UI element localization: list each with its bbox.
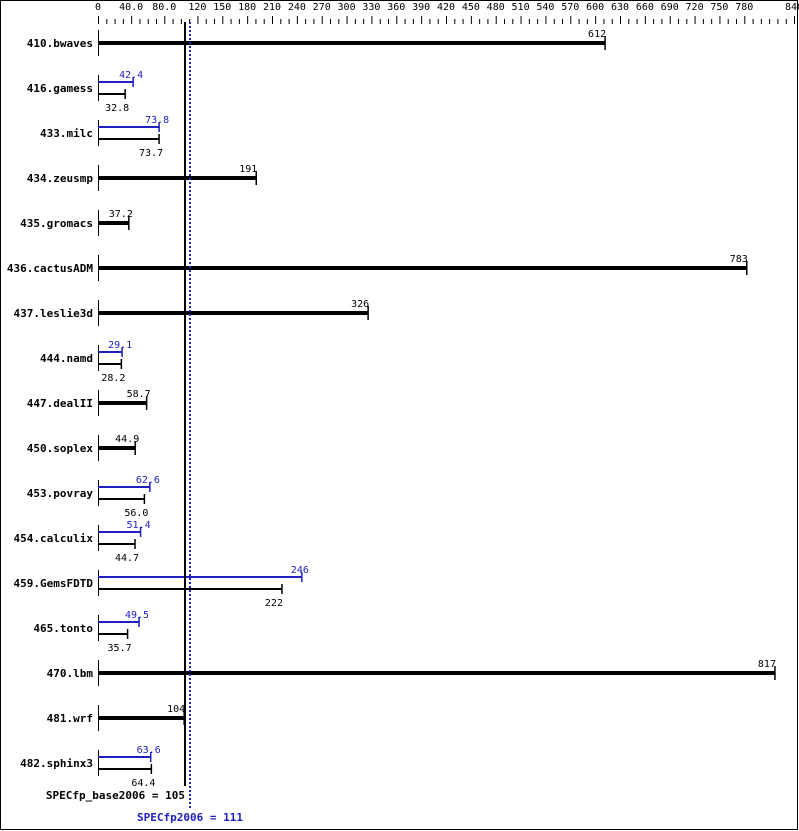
benchmark-label: 416.gamess bbox=[27, 82, 93, 95]
benchmark-label: 434.zeusmp bbox=[27, 172, 94, 185]
base-value-label: 326 bbox=[351, 299, 369, 310]
base-value-label: 191 bbox=[239, 164, 257, 175]
benchmark-label: 454.calculix bbox=[14, 532, 94, 545]
axis-tick-label: 240 bbox=[288, 2, 306, 13]
benchmark-label: 465.tonto bbox=[33, 622, 93, 635]
axis-tick-label: 750 bbox=[710, 2, 728, 13]
benchmark-label: 481.wrf bbox=[47, 712, 93, 725]
peak-value-label: 246 bbox=[291, 565, 309, 576]
peak-value-label: 62.6 bbox=[136, 475, 160, 486]
axis-tick-label: 540 bbox=[536, 2, 554, 13]
base-value-label: 64.4 bbox=[131, 778, 155, 789]
base-value-label: 58.7 bbox=[127, 389, 151, 400]
axis-tick-label: 450 bbox=[462, 2, 480, 13]
axis-tick-label: 40.0 bbox=[119, 2, 143, 13]
base-value-label: 37.2 bbox=[109, 209, 133, 220]
peak-value-label: 42.4 bbox=[119, 70, 143, 81]
base-value-label: 35.7 bbox=[108, 643, 132, 654]
base-mean-label: SPECfp_base2006 = 105 bbox=[46, 789, 185, 802]
peak-value-label: 29.1 bbox=[108, 340, 132, 351]
benchmark-label: 447.dealII bbox=[27, 397, 93, 410]
base-value-label: 73.7 bbox=[139, 148, 163, 159]
axis-tick-label: 80.0 bbox=[152, 2, 176, 13]
base-value-label: 56.0 bbox=[124, 508, 148, 519]
axis-tick-label: 720 bbox=[686, 2, 704, 13]
peak-value-label: 49.5 bbox=[125, 610, 149, 621]
benchmark-label: 435.gromacs bbox=[20, 217, 93, 230]
axis-tick-label: 840 bbox=[785, 2, 799, 13]
axis-tick-label: 330 bbox=[362, 2, 380, 13]
axis-tick-label: 0 bbox=[95, 2, 101, 13]
base-value-label: 817 bbox=[758, 659, 776, 670]
base-value-label: 783 bbox=[730, 254, 748, 265]
axis-tick-label: 690 bbox=[661, 2, 679, 13]
axis-tick-label: 300 bbox=[338, 2, 356, 13]
peak-value-label: 51.4 bbox=[127, 520, 151, 531]
benchmark-label: 410.bwaves bbox=[27, 37, 93, 50]
benchmark-label: 437.leslie3d bbox=[14, 307, 93, 320]
base-value-label: 32.8 bbox=[105, 103, 129, 114]
base-value-label: 44.9 bbox=[115, 434, 139, 445]
base-value-label: 612 bbox=[588, 29, 606, 40]
axis-tick-label: 780 bbox=[735, 2, 753, 13]
peak-value-label: 73.8 bbox=[145, 115, 169, 126]
peak-value-label: 63.6 bbox=[137, 745, 161, 756]
axis-tick-label: 510 bbox=[512, 2, 530, 13]
axis-tick-label: 390 bbox=[412, 2, 430, 13]
axis-tick-label: 420 bbox=[437, 2, 455, 13]
benchmark-label: 482.sphinx3 bbox=[20, 757, 93, 770]
benchmark-label: 450.soplex bbox=[27, 442, 94, 455]
axis-tick-label: 570 bbox=[561, 2, 579, 13]
axis-tick-label: 630 bbox=[611, 2, 629, 13]
benchmark-label: 433.milc bbox=[40, 127, 93, 140]
benchmark-label: 436.cactusADM bbox=[7, 262, 93, 275]
peak-mean-label: SPECfp2006 = 111 bbox=[137, 811, 243, 824]
benchmark-label: 459.GemsFDTD bbox=[14, 577, 94, 590]
base-value-label: 28.2 bbox=[101, 373, 125, 384]
axis-tick-label: 600 bbox=[586, 2, 604, 13]
axis-tick-label: 120 bbox=[188, 2, 206, 13]
axis-tick-label: 660 bbox=[636, 2, 654, 13]
axis-tick-label: 270 bbox=[313, 2, 331, 13]
benchmark-label: 453.povray bbox=[27, 487, 94, 500]
benchmark-label: 470.lbm bbox=[47, 667, 94, 680]
benchmark-label: 444.namd bbox=[40, 352, 93, 365]
base-value-label: 104 bbox=[167, 704, 185, 715]
axis-tick-label: 210 bbox=[263, 2, 281, 13]
axis-tick-label: 480 bbox=[487, 2, 505, 13]
base-value-label: 222 bbox=[265, 598, 283, 609]
axis-tick-label: 360 bbox=[387, 2, 405, 13]
base-value-label: 44.7 bbox=[115, 553, 139, 564]
axis-tick-label: 180 bbox=[238, 2, 256, 13]
axis-tick-label: 150 bbox=[213, 2, 231, 13]
